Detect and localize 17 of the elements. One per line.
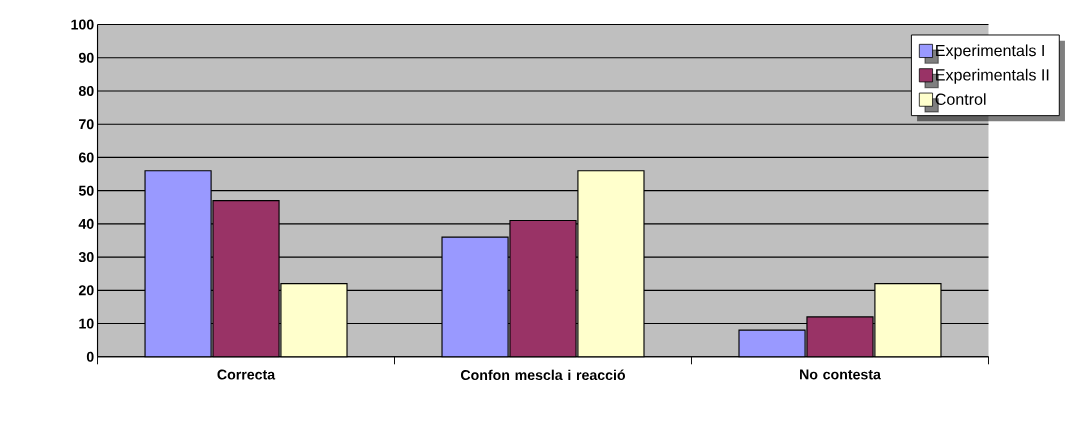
y-tick-label: 30 [78, 252, 94, 263]
y-tick-label: 90 [78, 52, 94, 63]
y-tick-label: 0 [86, 351, 94, 362]
y-tick-label: 100 [71, 19, 94, 30]
y-tick-label: 40 [78, 218, 94, 229]
y-tick-label: 50 [78, 185, 94, 196]
y-tick-label: 20 [78, 285, 94, 296]
y-tick-label: 80 [78, 85, 94, 96]
x-tick-label: Confon mescla i reacció [460, 369, 626, 380]
legend-label: Experimentals I [936, 44, 1044, 60]
legend-label: Control [935, 93, 986, 105]
y-tick-label: 10 [79, 318, 94, 329]
legend-label: Experimentals II [936, 68, 1049, 84]
y-tick-label: 70 [79, 119, 94, 130]
y-tick-label: 60 [78, 152, 94, 163]
x-tick-label: Correcta [217, 369, 276, 380]
x-tick-label: No contesta [800, 369, 881, 380]
